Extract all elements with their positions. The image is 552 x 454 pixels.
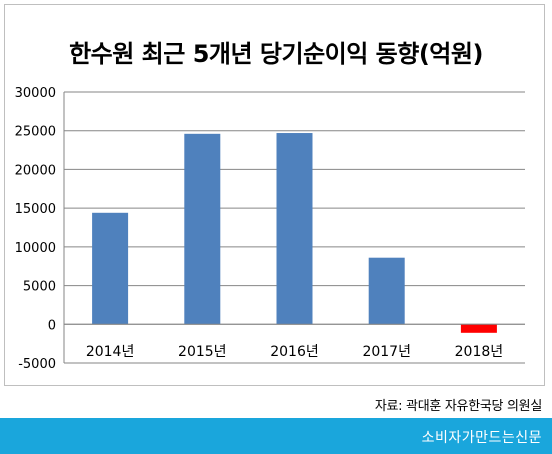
x-category-label: 2018년 (455, 344, 504, 360)
y-tick-label: 25000 (15, 125, 56, 140)
source-note: 자료: 곽대훈 자유한국당 의원실 (374, 399, 542, 414)
y-tick-label: 5000 (23, 280, 56, 295)
bar-2015년 (184, 133, 221, 325)
y-tick-label: 20000 (15, 163, 56, 178)
x-category-label: 2015년 (178, 344, 227, 360)
bar-2017년 (368, 257, 405, 325)
footer-banner: 소비자가만드는신문 (0, 418, 552, 454)
bar-2018년 (460, 324, 497, 333)
y-tick-label: 15000 (15, 202, 56, 217)
chart-title: 한수원 최근 5개년 당기순이익 동향(억원) (69, 40, 483, 68)
bar-2014년 (92, 212, 129, 325)
y-tick-label: 10000 (15, 241, 56, 256)
x-category-label: 2017년 (362, 344, 411, 360)
bar-chart-plot: 30000 25000 20000 15000 10000 5000 0 -5000 2014년… (15, 86, 525, 372)
bar-2016년 (276, 133, 313, 325)
y-tick-label: -5000 (18, 357, 56, 372)
x-category-label: 2016년 (270, 344, 319, 360)
y-tick-label: 30000 (15, 86, 56, 101)
x-category-label: 2014년 (86, 344, 135, 360)
y-tick-label: 0 (48, 318, 56, 333)
footer-publisher-label: 소비자가만드는신문 (421, 430, 542, 446)
